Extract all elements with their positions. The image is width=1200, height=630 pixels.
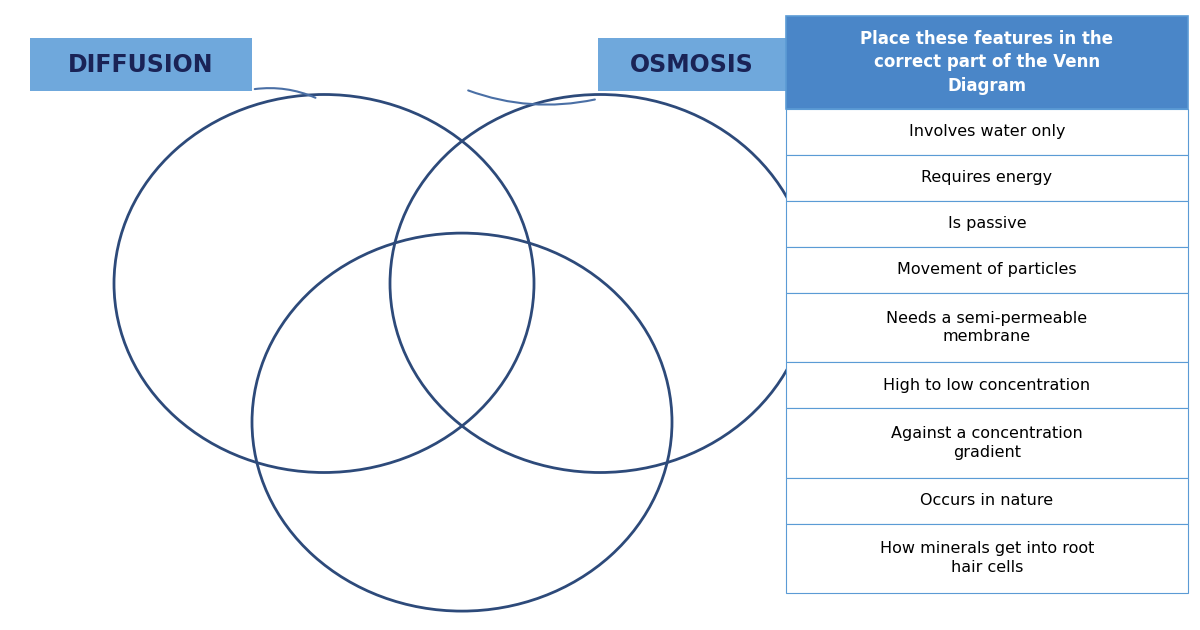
Text: Requires energy: Requires energy (922, 171, 1052, 185)
FancyBboxPatch shape (786, 293, 1188, 362)
FancyBboxPatch shape (786, 362, 1188, 408)
Text: Occurs in nature: Occurs in nature (920, 493, 1054, 508)
Text: High to low concentration: High to low concentration (883, 378, 1091, 392)
FancyBboxPatch shape (786, 408, 1188, 478)
FancyBboxPatch shape (30, 38, 252, 91)
FancyBboxPatch shape (786, 247, 1188, 293)
Text: Is passive: Is passive (948, 217, 1026, 231)
FancyBboxPatch shape (786, 201, 1188, 247)
FancyBboxPatch shape (786, 478, 1188, 524)
Text: Against a concentration
gradient: Against a concentration gradient (892, 426, 1082, 460)
FancyBboxPatch shape (786, 16, 1188, 109)
FancyBboxPatch shape (598, 38, 786, 91)
Text: Involves water only: Involves water only (908, 125, 1066, 139)
Text: DIFFUSION: DIFFUSION (68, 52, 214, 77)
Text: Needs a semi-permeable
membrane: Needs a semi-permeable membrane (887, 311, 1087, 345)
FancyBboxPatch shape (786, 109, 1188, 155)
Text: Movement of particles: Movement of particles (898, 263, 1076, 277)
Text: How minerals get into root
hair cells: How minerals get into root hair cells (880, 541, 1094, 575)
Text: Place these features in the
correct part of the Venn
Diagram: Place these features in the correct part… (860, 30, 1114, 95)
FancyBboxPatch shape (786, 524, 1188, 593)
FancyBboxPatch shape (786, 155, 1188, 201)
Text: OSMOSIS: OSMOSIS (630, 52, 754, 77)
